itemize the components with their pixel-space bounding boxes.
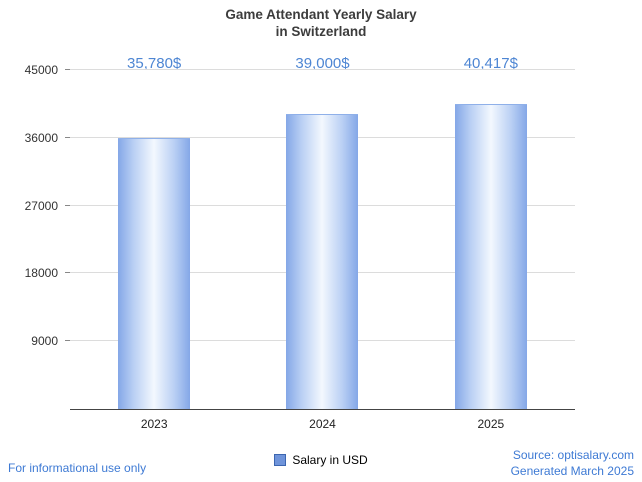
bar — [454, 103, 527, 409]
y-tick-mark — [65, 204, 70, 206]
legend: Salary in USD — [0, 453, 642, 467]
generated-text: Generated March 2025 — [510, 463, 634, 478]
y-tick-mark — [65, 272, 70, 274]
bar — [286, 114, 359, 409]
x-axis-labels: 2023 2024 2025 — [70, 417, 575, 431]
y-tick-label: 45000 — [24, 63, 58, 77]
x-tick-label: 2023 — [140, 417, 168, 431]
y-tick-label: 36000 — [24, 130, 58, 145]
chart-title-line2: in Switzerland — [275, 23, 367, 39]
y-tick-label: 9000 — [31, 334, 58, 349]
bar-value-label: 39,000$ — [295, 55, 350, 72]
source-text: Source: optisalary.com — [512, 448, 634, 462]
bars-layer — [70, 70, 575, 409]
legend-label: Salary in USD — [292, 453, 368, 467]
legend-swatch-icon — [274, 454, 287, 466]
y-tick-mark — [65, 69, 70, 70]
chart-title-line1: Game Attendant Yearly Salary — [225, 7, 417, 22]
x-tick-label: 2025 — [477, 417, 505, 431]
bar-slot — [238, 70, 406, 409]
disclaimer-text: For informational use only — [8, 461, 147, 475]
y-axis-labels: 9000 18000 27000 36000 45000 — [0, 63, 64, 409]
y-tick-mark — [65, 340, 70, 342]
bar-value-label: 35,780$ — [127, 55, 182, 72]
plot-area — [65, 69, 575, 410]
y-tick-label: 18000 — [24, 266, 58, 281]
x-tick-label: 2024 — [309, 417, 336, 431]
y-tick-mark — [65, 136, 70, 138]
source-attribution: Source: optisalary.com Generated March 2… — [511, 448, 634, 479]
chart-title: Game Attendant Yearly Salary in Switzerl… — [0, 7, 642, 41]
bar-slot — [407, 70, 575, 409]
bar-value-label: 40,417$ — [463, 55, 518, 72]
y-tick-label: 27000 — [24, 198, 58, 213]
bar-value-labels: 35,780$ 39,000$ 40,417$ — [70, 55, 575, 75]
bar — [118, 138, 191, 409]
gridline — [70, 69, 575, 70]
bar-slot — [70, 70, 238, 409]
